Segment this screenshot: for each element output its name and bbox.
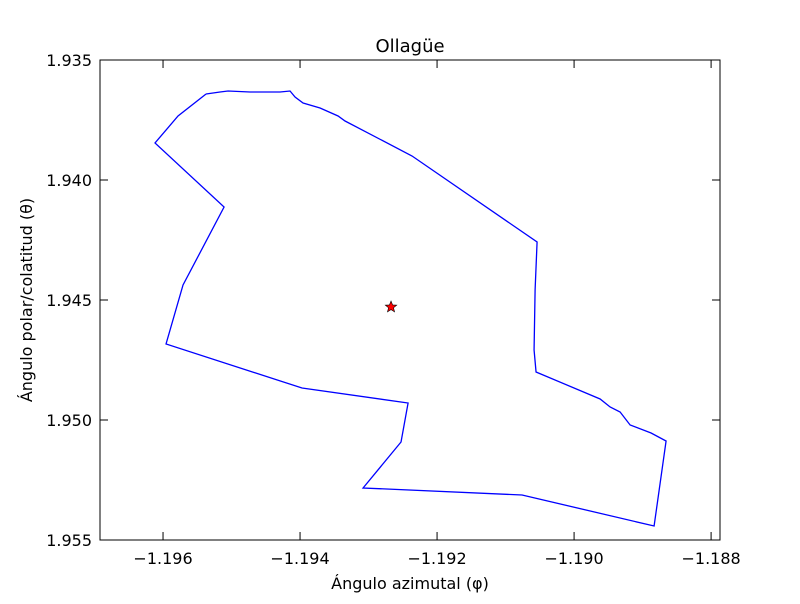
- y-tick-label: 1.940: [46, 171, 92, 190]
- y-tick-label: 1.950: [46, 411, 92, 430]
- x-tick-label: −1.188: [681, 549, 740, 568]
- y-tick-label: 1.945: [46, 291, 92, 310]
- boundary-line: [154, 90, 667, 527]
- y-axis-label: Ángulo polar/colatitud (θ): [17, 198, 36, 402]
- chart-title: Ollagüe: [375, 36, 444, 57]
- x-tick-label: −1.194: [270, 549, 329, 568]
- x-tick-label: −1.190: [544, 549, 603, 568]
- x-axis-label: Ángulo azimutal (φ): [331, 574, 489, 593]
- x-tick-label: −1.196: [133, 549, 192, 568]
- y-tick-label: 1.935: [46, 51, 92, 70]
- y-tick-label: 1.955: [46, 531, 92, 550]
- x-tick-label: −1.192: [407, 549, 466, 568]
- marker-star: [384, 300, 398, 313]
- plot-frame: [99, 59, 721, 541]
